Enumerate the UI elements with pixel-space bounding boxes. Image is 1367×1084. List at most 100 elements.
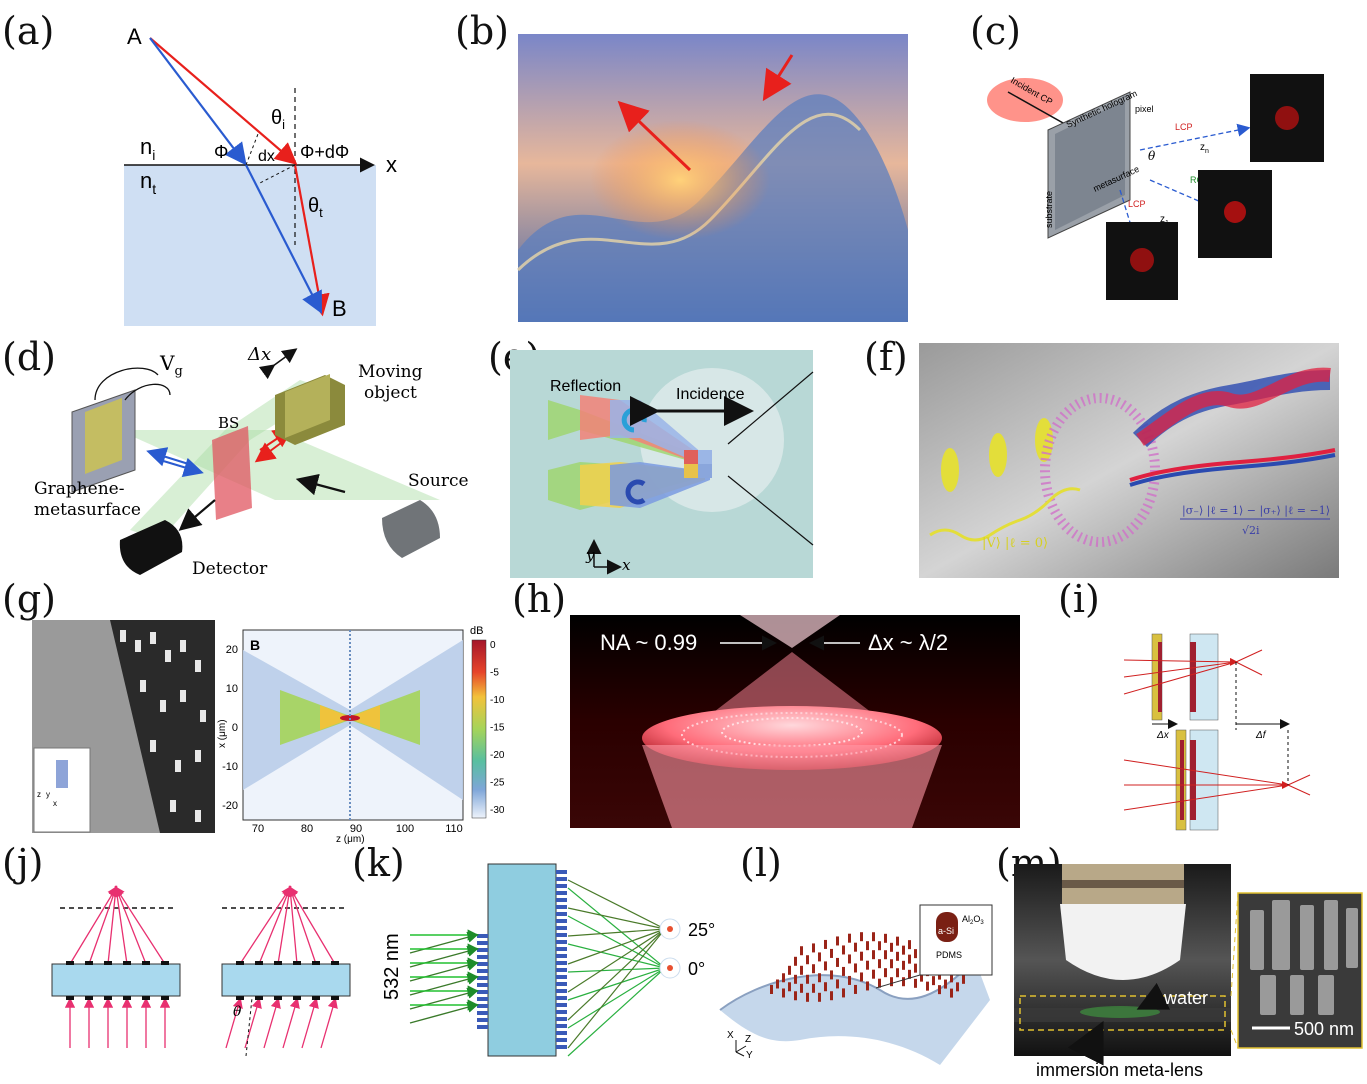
focused-ray <box>285 885 298 965</box>
nanopillar <box>896 968 899 978</box>
focal-cone-upper <box>740 615 840 648</box>
metasurface-2-top <box>1190 642 1196 712</box>
meta-atom <box>293 996 301 1000</box>
objective-ring <box>1062 880 1184 888</box>
output-state-label: |σ₋⟩ |ℓ = 1⟩ − |σ₊⟩ |ℓ = −1⟩ <box>1182 504 1330 518</box>
output-pillar <box>556 1038 567 1042</box>
input-pillar <box>477 941 488 945</box>
detector-beam-arrow <box>178 499 216 531</box>
nanopillar <box>824 961 827 971</box>
nanopillar <box>770 985 773 994</box>
nanopillar <box>794 956 797 966</box>
focused-ray <box>88 885 119 965</box>
nanopillar <box>902 945 905 955</box>
flexible-substrate <box>720 960 990 1065</box>
lcp-beam-upper <box>1139 123 1251 151</box>
water-arrow <box>1136 982 1171 1010</box>
tilt-theta: θ <box>233 1004 242 1020</box>
output-pillar <box>556 933 567 937</box>
y-tick-label: 0 <box>232 722 238 734</box>
nanopillar <box>842 945 845 955</box>
colorbar-tick-label: -10 <box>490 695 505 706</box>
output-wave-red <box>1129 448 1336 482</box>
output-ray-0 <box>567 967 666 973</box>
output-ray-0 <box>567 915 666 969</box>
y-axis-title: x (μm) <box>217 719 228 748</box>
nanopillar <box>950 973 953 983</box>
y-tick-label: 10 <box>226 683 238 695</box>
x-axis-title: z (μm) <box>336 834 365 845</box>
nanopillar <box>902 960 905 970</box>
angle-25-label: 25° <box>688 920 715 940</box>
colorbar-tick-label: -20 <box>490 750 505 761</box>
output-pillar <box>556 940 567 944</box>
nanopillar <box>818 952 821 962</box>
oblique-input-ray <box>409 931 479 954</box>
inset-pointer <box>875 974 921 989</box>
nanopillar <box>866 960 869 970</box>
ray-top-out-2 <box>1235 661 1263 676</box>
output-pillar <box>556 870 567 874</box>
nanopillar <box>890 942 893 952</box>
dx-label-h: Δx ~ λ/2 <box>868 630 948 655</box>
input-pillar <box>477 955 488 959</box>
angle-0-label: 0° <box>688 959 705 979</box>
source-beam-arrow <box>295 473 346 496</box>
nanopillar <box>836 957 839 967</box>
input-pillar <box>477 997 488 1001</box>
scale-label: 500 nm <box>1294 1019 1354 1039</box>
oblique-input-ray <box>409 1001 479 1024</box>
theta-label: θ <box>1148 149 1156 163</box>
nanopillar <box>848 933 851 943</box>
colorbar-tick-label: -30 <box>490 805 505 816</box>
output-pillar <box>556 1045 567 1049</box>
meta-atom <box>142 961 150 965</box>
zoom-line-lower <box>727 475 814 546</box>
panel-label-c: (c) <box>970 9 1021 53</box>
nanopillar <box>860 951 863 961</box>
nanopillar <box>842 988 845 998</box>
vg-label: Vg <box>159 351 183 379</box>
ray-top-1 <box>1123 657 1238 666</box>
focused-ray <box>114 885 166 965</box>
bs-label: BS <box>218 414 239 432</box>
ray-top-2 <box>1123 661 1237 678</box>
panel-label-b: (b) <box>455 9 509 53</box>
meta-atom <box>85 996 93 1000</box>
plot-letter: B <box>250 637 260 653</box>
objective-body <box>1060 904 1186 980</box>
output-pillar <box>556 989 567 993</box>
meta-atom <box>255 996 263 1000</box>
panel-label-g: (g) <box>2 577 56 621</box>
nanopillar <box>878 941 881 951</box>
meta-atom <box>236 961 244 965</box>
nanopillar <box>854 963 857 973</box>
blue-incident-ray <box>149 37 247 166</box>
nanopillar <box>854 942 857 952</box>
focus-0-core <box>667 965 673 971</box>
nanopillar <box>896 936 899 946</box>
asi-label: a-Si <box>938 926 954 936</box>
colorbar <box>471 639 487 819</box>
meta-atom <box>142 996 150 1000</box>
x-axis-label-e: x <box>622 556 631 574</box>
polarizer-1 <box>941 448 959 492</box>
focused-ray <box>288 885 336 965</box>
meta-atom <box>85 961 93 965</box>
nanopillar <box>860 972 863 982</box>
output-pillar <box>556 1031 567 1035</box>
input-wave <box>929 487 1081 542</box>
nanopillar <box>800 946 803 956</box>
holo-image-2 <box>1224 201 1246 223</box>
panel-label-d: (d) <box>2 335 56 379</box>
vortex-red <box>1136 367 1331 446</box>
output-pillar <box>556 982 567 986</box>
nanopillar <box>890 959 893 969</box>
point-b-label: B <box>332 296 347 321</box>
output-ray-25 <box>567 928 666 937</box>
colorbar-unit: dB <box>470 625 483 637</box>
output-ray-25 <box>567 928 666 993</box>
colorbar-tick-label: -5 <box>490 668 499 679</box>
phi-dphi-label: Φ+dΦ <box>300 142 349 162</box>
colorbar-tick-label: 0 <box>490 640 496 651</box>
